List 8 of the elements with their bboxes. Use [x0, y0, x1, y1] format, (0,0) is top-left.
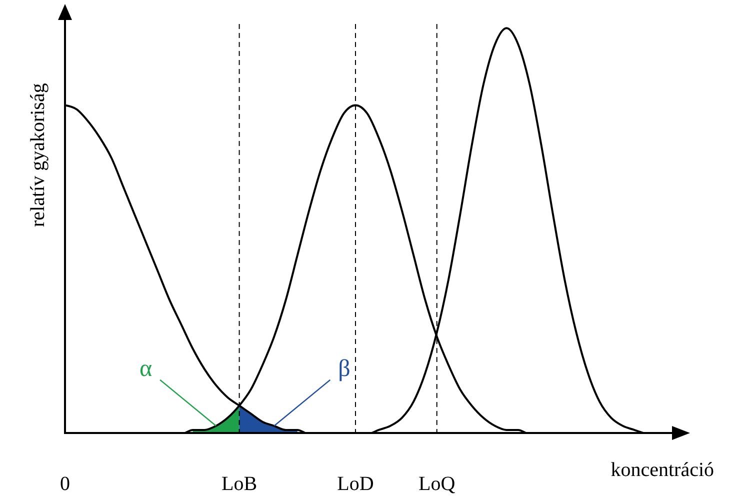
text: β: [338, 356, 350, 382]
x-tick-label: 0: [60, 473, 70, 496]
x-axis-title: koncentráció: [610, 459, 714, 481]
x-tick-label: LoD: [337, 473, 374, 496]
x-tick-label: LoB: [222, 473, 258, 496]
y-axis-title: relatív gyakoriság: [27, 83, 50, 227]
x-tick-label: LoQ: [418, 473, 456, 496]
text: α: [139, 356, 152, 382]
